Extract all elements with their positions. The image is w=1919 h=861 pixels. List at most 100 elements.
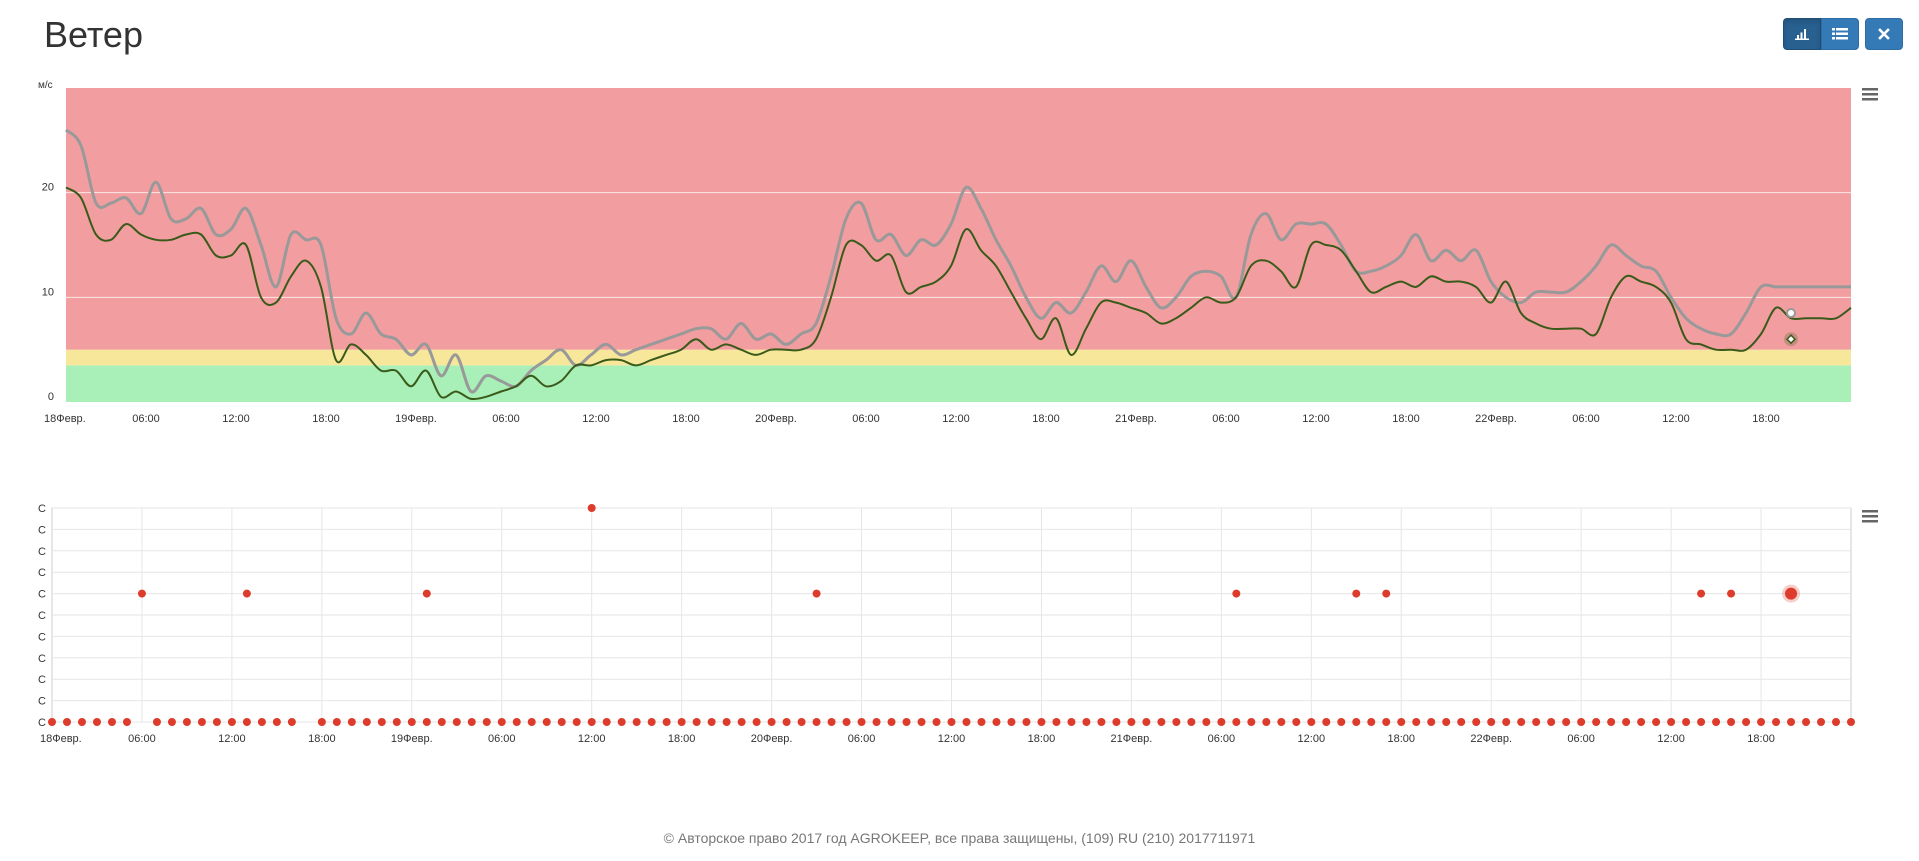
data-point xyxy=(1112,718,1121,726)
data-point xyxy=(1172,718,1181,726)
data-point xyxy=(1142,718,1151,726)
data-point xyxy=(1727,589,1736,598)
y-tick-label: 10 xyxy=(42,286,54,298)
x-tick-label: 18Февр. xyxy=(40,733,82,745)
y-tick-label: С xyxy=(38,674,46,686)
data-point xyxy=(48,718,56,726)
x-tick-label: 20Февр. xyxy=(751,733,793,745)
data-point xyxy=(1157,718,1166,726)
data-point xyxy=(1202,718,1211,726)
data-point xyxy=(887,718,896,726)
chart-view-button[interactable] xyxy=(1783,18,1821,50)
data-point xyxy=(1592,718,1601,726)
data-point xyxy=(1742,718,1751,726)
x-tick-label: 18:00 xyxy=(1752,413,1780,425)
x-tick-label: 12:00 xyxy=(1662,413,1690,425)
data-point xyxy=(1817,718,1826,726)
x-tick-label: 06:00 xyxy=(128,733,156,745)
data-point xyxy=(812,589,821,598)
data-point xyxy=(782,718,791,726)
data-point xyxy=(1787,718,1796,726)
data-point xyxy=(1307,718,1316,726)
data-point xyxy=(1682,718,1691,726)
threshold-band-2 xyxy=(66,88,1851,350)
data-point xyxy=(1832,718,1841,726)
y-tick-label: С xyxy=(38,546,46,558)
menu-icon-bar xyxy=(1862,98,1878,101)
data-point xyxy=(1382,589,1391,598)
data-point xyxy=(617,718,626,726)
menu-icon-bar xyxy=(1862,93,1878,96)
data-point xyxy=(1427,718,1436,726)
menu-icon-bar xyxy=(1862,88,1878,91)
data-point xyxy=(362,718,371,726)
data-point xyxy=(1847,718,1855,726)
data-point xyxy=(1457,718,1466,726)
data-point xyxy=(1607,718,1616,726)
data-point xyxy=(122,718,131,726)
data-point xyxy=(992,718,1001,726)
data-point xyxy=(1022,718,1031,726)
x-tick-label: 12:00 xyxy=(1657,733,1685,745)
data-point xyxy=(752,718,761,726)
x-tick-label: 12:00 xyxy=(218,733,246,745)
data-point xyxy=(1232,589,1241,598)
close-button[interactable] xyxy=(1865,18,1903,50)
y-tick-label: 20 xyxy=(42,182,54,194)
data-point xyxy=(1487,718,1496,726)
x-tick-label: 18:00 xyxy=(1032,413,1060,425)
data-point xyxy=(1127,718,1136,726)
data-point xyxy=(542,718,551,726)
data-point xyxy=(1697,589,1706,598)
list-icon xyxy=(1832,28,1848,40)
data-point xyxy=(1442,718,1451,726)
data-point xyxy=(1217,718,1226,726)
x-tick-label: 12:00 xyxy=(1298,733,1326,745)
data-point xyxy=(1082,718,1091,726)
x-tick-label: 18:00 xyxy=(668,733,696,745)
x-tick-label: 21Февр. xyxy=(1115,413,1157,425)
data-point xyxy=(197,718,206,726)
data-point xyxy=(1262,718,1271,726)
x-tick-label: 18:00 xyxy=(1387,733,1415,745)
threshold-band-1 xyxy=(66,349,1851,366)
data-point xyxy=(1472,718,1481,726)
x-tick-label: 19Февр. xyxy=(395,413,437,425)
x-tick-label: 06:00 xyxy=(848,733,876,745)
data-point xyxy=(1052,718,1061,726)
x-tick-label: 18:00 xyxy=(308,733,336,745)
wind-speed-line-chart: 0 10 20 м/с 18Февр. 06:00 12:00 18:00 19Февр. 06:… xyxy=(38,80,1878,425)
data-point xyxy=(1562,718,1571,726)
data-point xyxy=(902,718,911,726)
data-point xyxy=(182,718,191,726)
data-point xyxy=(1067,718,1076,726)
y-tick-label: 0 xyxy=(48,391,54,403)
data-point xyxy=(737,718,746,726)
data-point xyxy=(587,504,596,512)
data-point xyxy=(257,718,266,726)
chart-menu-icon[interactable] xyxy=(1862,510,1878,523)
data-point xyxy=(452,718,461,726)
data-point xyxy=(557,718,566,726)
y-tick-label: С xyxy=(38,696,46,708)
x-tick-label: 22Февр. xyxy=(1470,733,1512,745)
data-point xyxy=(242,589,251,598)
table-view-button[interactable] xyxy=(1821,18,1859,50)
y-tick-label: С xyxy=(38,717,46,729)
data-point xyxy=(842,718,851,726)
chart-menu-icon[interactable] xyxy=(1862,88,1878,101)
data-point xyxy=(1757,718,1766,726)
data-point xyxy=(962,718,971,726)
y-tick-label: С xyxy=(38,610,46,622)
data-point xyxy=(947,718,956,726)
data-point xyxy=(857,718,866,726)
x-tick-label: 06:00 xyxy=(132,413,160,425)
data-point xyxy=(587,718,596,726)
data-point xyxy=(212,718,221,726)
x-tick-label: 19Февр. xyxy=(391,733,433,745)
menu-icon-bar xyxy=(1862,515,1878,518)
hover-marker xyxy=(1785,334,1797,345)
data-point xyxy=(1277,718,1286,726)
x-tick-label: 06:00 xyxy=(1208,733,1236,745)
x-tick-label: 21Февр. xyxy=(1111,733,1153,745)
